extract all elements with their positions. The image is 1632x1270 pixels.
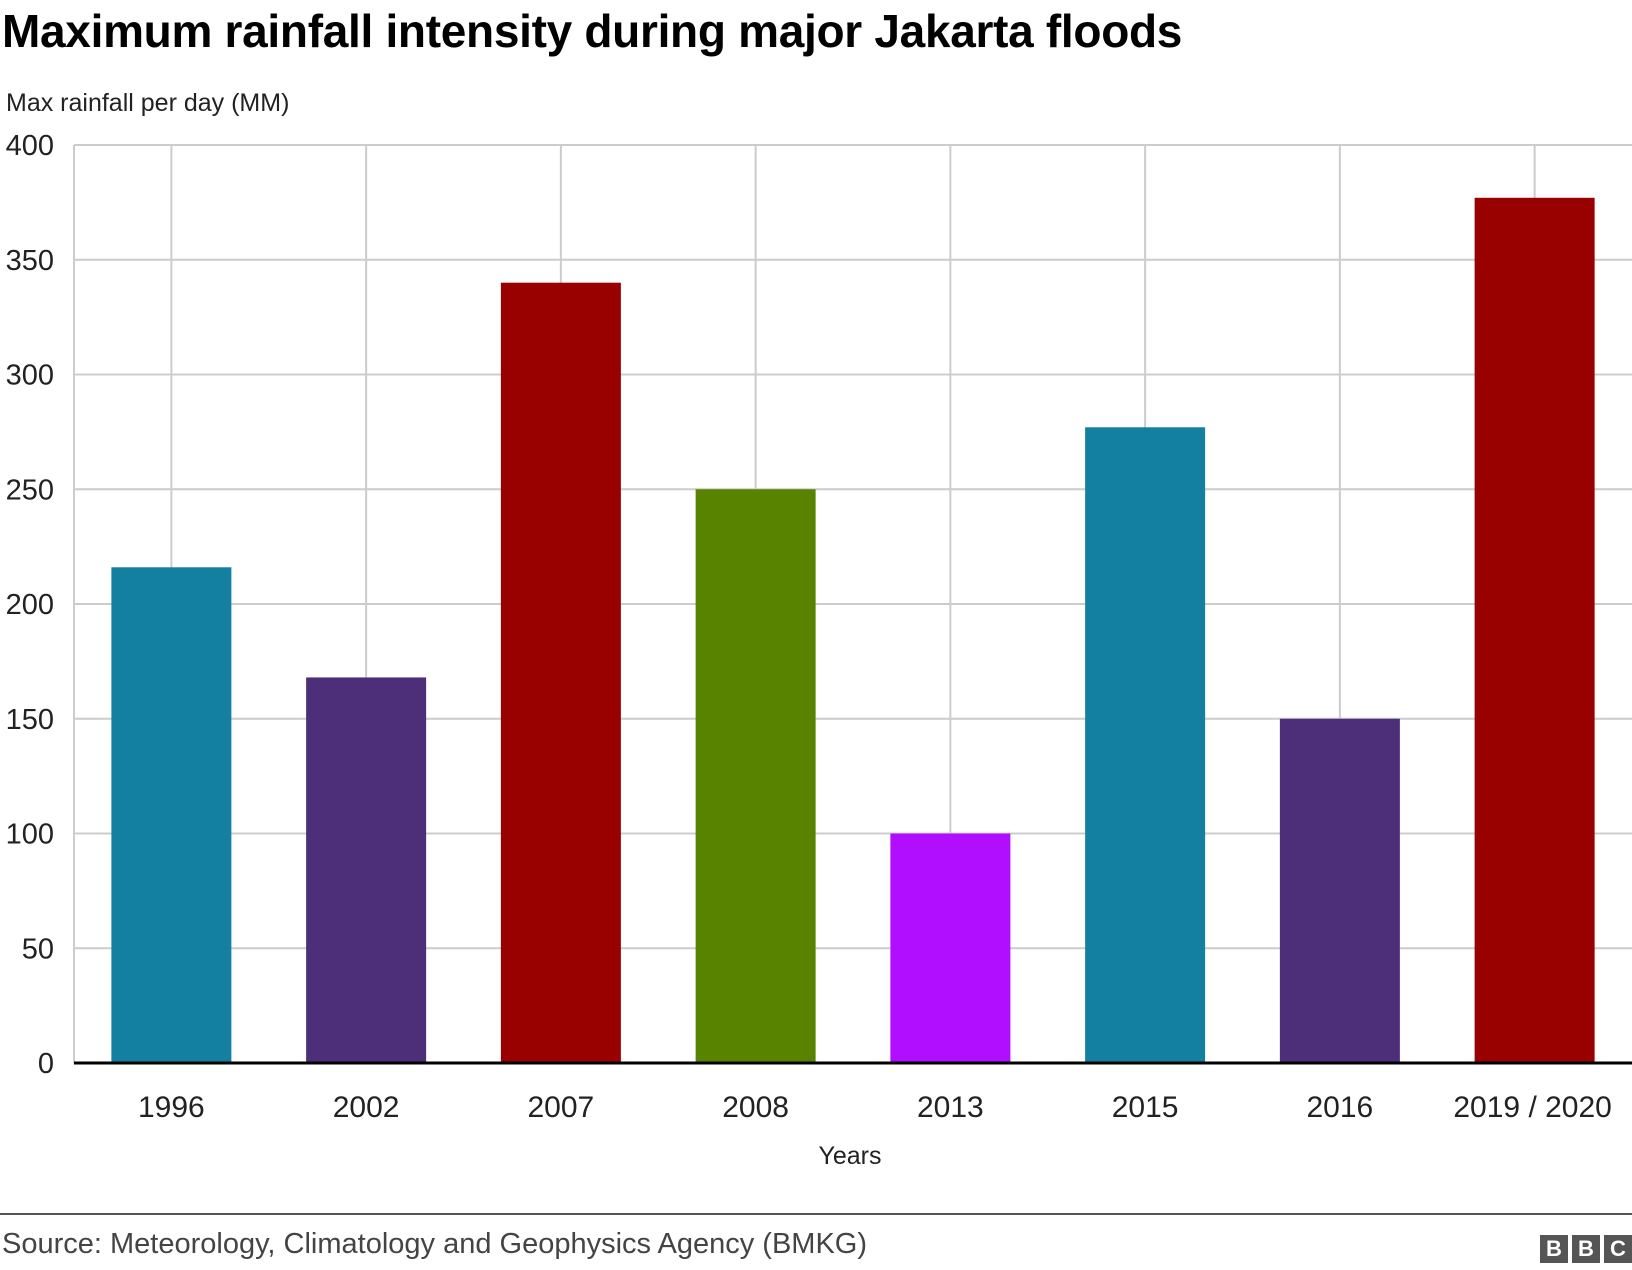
- y-tick-label: 50: [22, 933, 54, 965]
- bar-1996: [111, 567, 232, 1063]
- bar-2016: [1279, 718, 1400, 1063]
- y-tick-label: 250: [6, 474, 54, 506]
- source-note: Source: Meteorology, Climatology and Geo…: [2, 1228, 868, 1260]
- logo-letter: C: [1604, 1235, 1632, 1263]
- bar-2019-2020: [1474, 197, 1595, 1063]
- y-tick-label: 0: [38, 1048, 54, 1080]
- chart-title: Maximum rainfall intensity during major …: [2, 5, 1183, 57]
- x-tick-label: 2008: [722, 1091, 789, 1124]
- bar-2008: [695, 489, 816, 1063]
- bar-2002: [306, 677, 427, 1063]
- x-axis-label: Years: [818, 1142, 881, 1170]
- logo-letter: B: [1572, 1235, 1600, 1263]
- y-tick-label: 200: [6, 589, 54, 621]
- x-tick-label: 2013: [917, 1091, 984, 1124]
- x-tick-label: 1996: [138, 1091, 205, 1124]
- y-tick-label: 400: [6, 130, 54, 162]
- y-axis-label: Max rainfall per day (MM): [6, 89, 289, 117]
- x-tick-label: 2019 / 2020: [1453, 1091, 1611, 1124]
- x-tick-label: 2002: [333, 1091, 400, 1124]
- y-tick-label: 300: [6, 360, 54, 392]
- y-tick-label: 150: [6, 704, 54, 736]
- bars: [111, 197, 1595, 1063]
- logo-letter: B: [1540, 1235, 1568, 1263]
- bbc-logo: B B C: [1540, 1235, 1632, 1263]
- bar-chart: 0 50 100 150 200 250 300 350 400 1996 2002 2007 2008…: [6, 89, 1632, 1170]
- bar-2015: [1085, 427, 1206, 1063]
- y-tick-label: 350: [6, 245, 54, 277]
- bar-2013: [890, 833, 1011, 1063]
- y-tick-label: 100: [6, 819, 54, 851]
- bar-2007: [500, 282, 621, 1063]
- footer-divider: [0, 1213, 1632, 1215]
- x-tick-label: 2007: [528, 1091, 595, 1124]
- x-tick-label: 2016: [1307, 1091, 1374, 1124]
- x-tick-label: 2015: [1112, 1091, 1179, 1124]
- labels: 0 50 100 150 200 250 300 350 400 1996 2002 2007 2008…: [6, 89, 1612, 1170]
